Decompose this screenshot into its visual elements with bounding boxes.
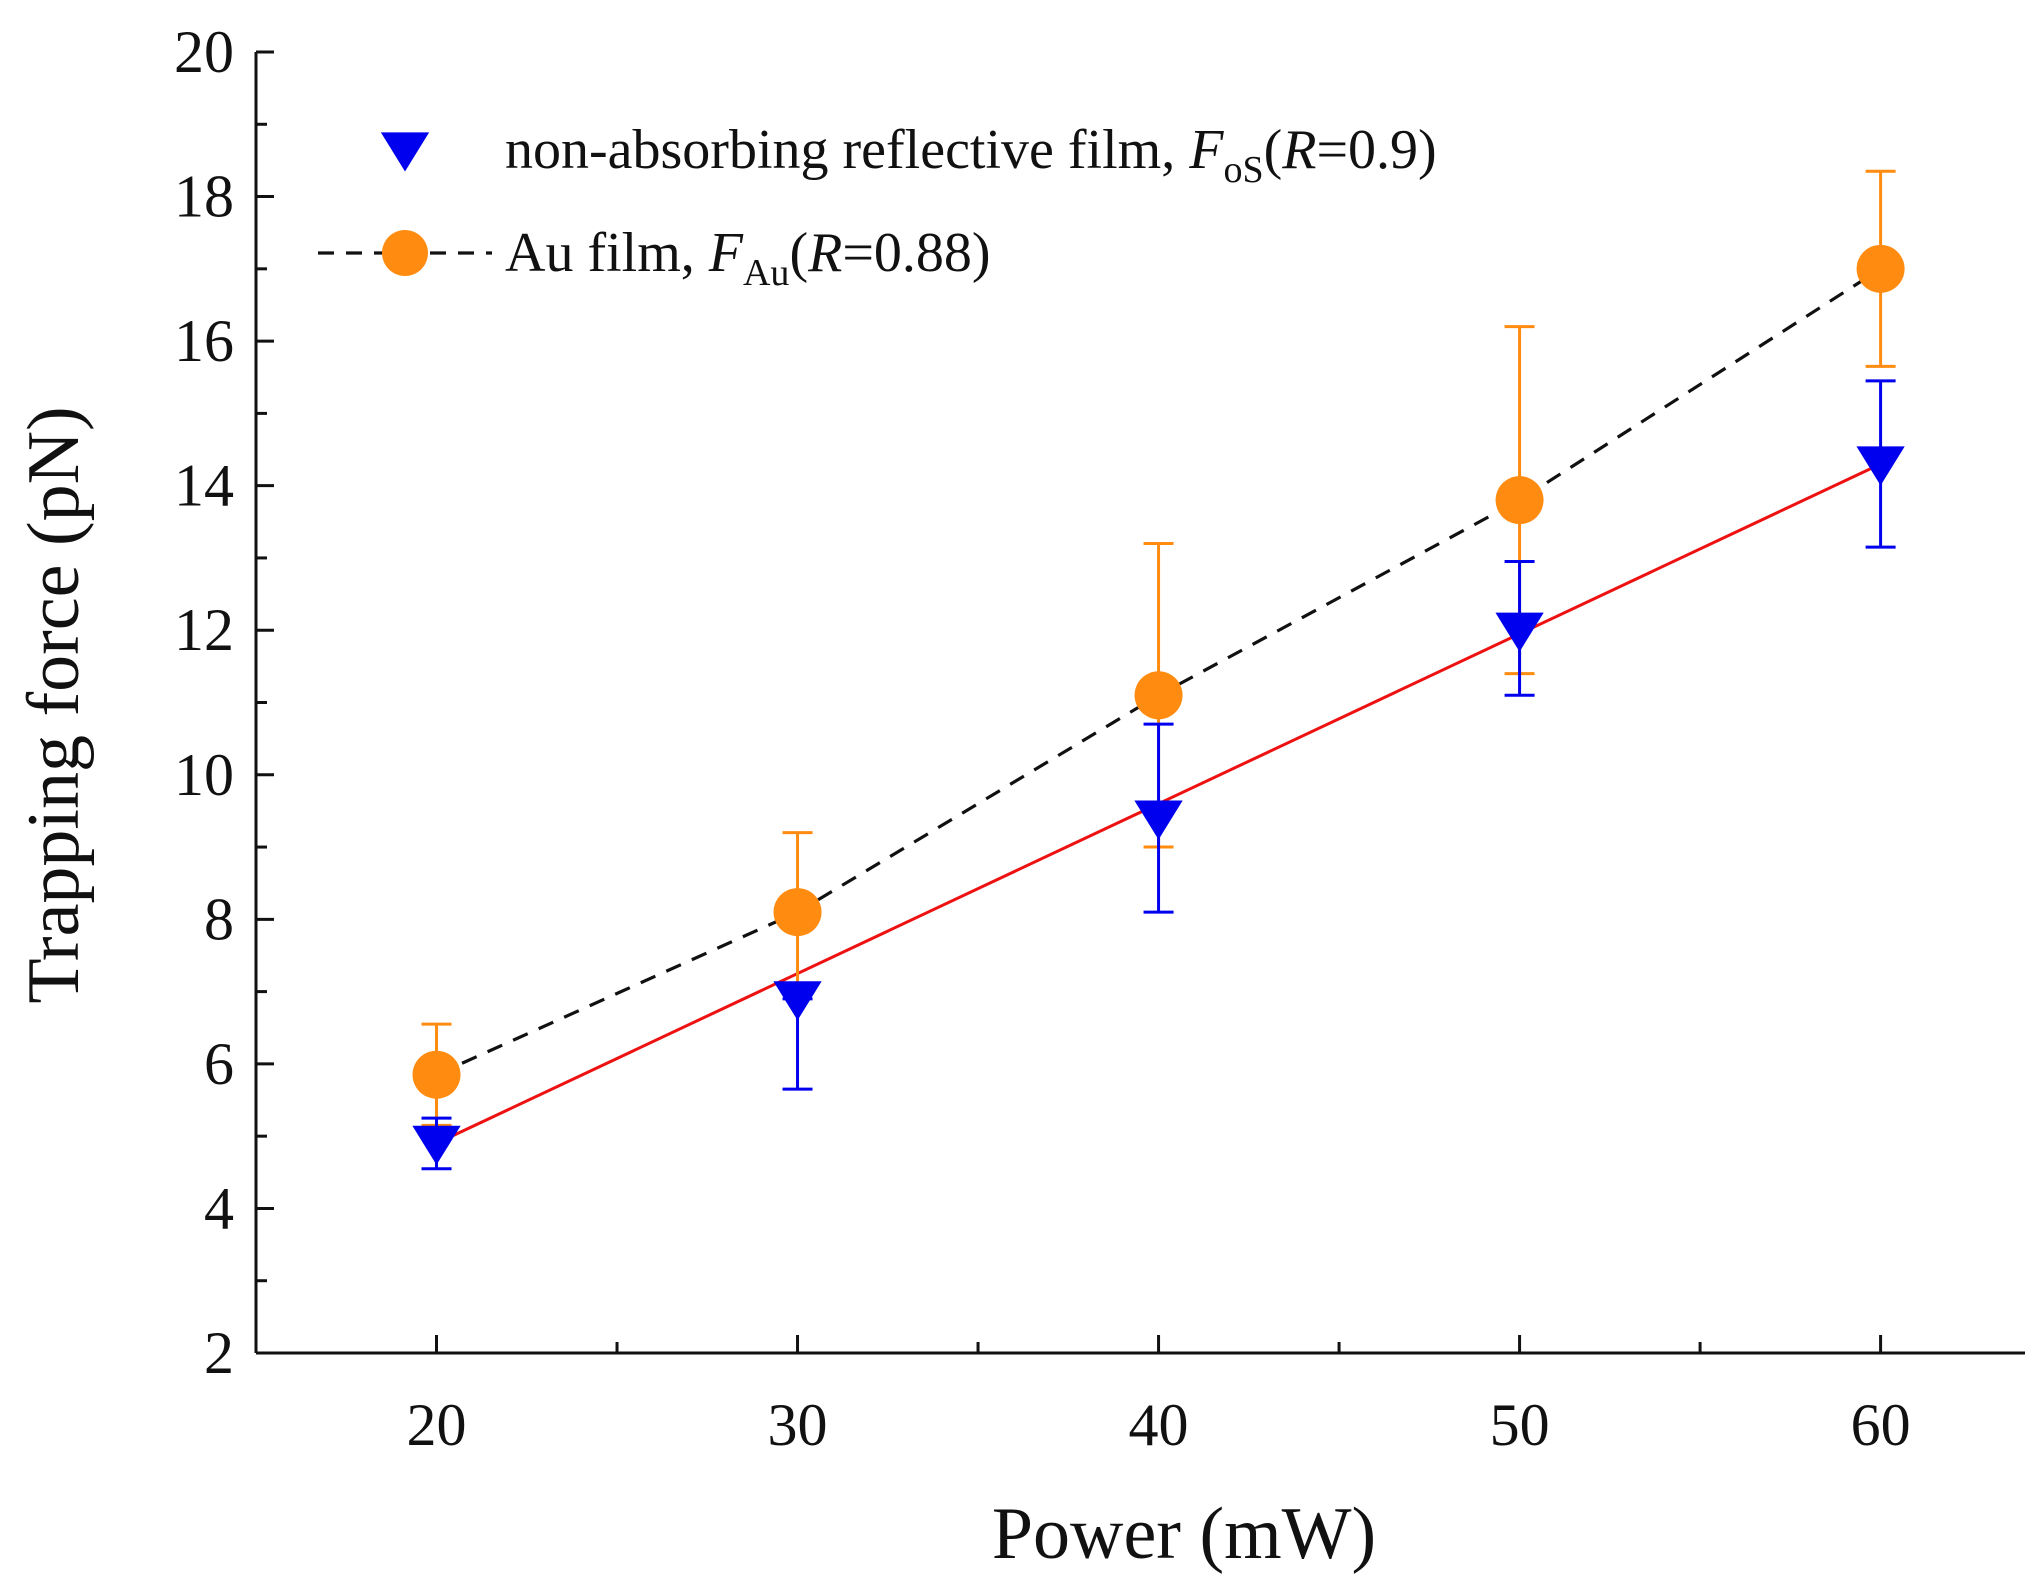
non-absorbing-data-point [412,1125,461,1165]
y-tick-label: 8 [204,886,234,952]
au-film-data-point [412,1050,461,1099]
au-film-data-point [1495,476,1544,525]
x-tick-label: 50 [1490,1392,1550,1458]
y-tick-label: 16 [174,308,234,374]
error-bars [421,169,1896,1171]
x-axis-title: Power (mW) [992,1493,1376,1575]
legend-marker [382,230,428,276]
axes: 20 30 40 50 60 2 4 6 8 10 12 14 16 18 20 [174,19,2025,1458]
x-tick-label: 40 [1129,1392,1189,1458]
y-axis-title: Trapping force (pN) [13,406,95,1003]
non-absorbing-data-point [1134,800,1183,840]
non-absorbing-data-point [1495,612,1544,652]
x-tick-label: 20 [407,1392,467,1458]
y-tick-label: 12 [174,597,234,663]
x-tick-label: 30 [768,1392,828,1458]
au-film-data-point [1134,671,1183,720]
y-tick-label: 20 [174,19,234,85]
legend-entry-non-absorbing: non-absorbing reflective film, FoS(R=0.9… [380,119,1437,191]
non-absorbing-data-point [773,981,822,1021]
legend-marker [380,132,430,172]
y-tick-label: 2 [204,1320,234,1386]
au-film-data-point [1856,244,1905,293]
legend-label: Au film, FAu(R=0.88) [505,222,991,294]
y-tick-label: 6 [204,1031,234,1097]
au-film-data-point [773,888,822,937]
y-tick-label: 10 [174,742,234,808]
non-absorbing-data-point [1856,446,1905,486]
y-tick-label: 18 [174,164,234,230]
x-tick-label: 60 [1851,1392,1911,1458]
legend: non-absorbing reflective film, FoS(R=0.9… [318,119,1437,294]
y-tick-label: 14 [174,453,234,519]
legend-label: non-absorbing reflective film, FoS(R=0.9… [505,119,1437,191]
data-markers [412,244,1905,1165]
legend-entry-au-film: Au film, FAu(R=0.88) [318,222,991,294]
y-tick-label: 4 [204,1175,234,1241]
